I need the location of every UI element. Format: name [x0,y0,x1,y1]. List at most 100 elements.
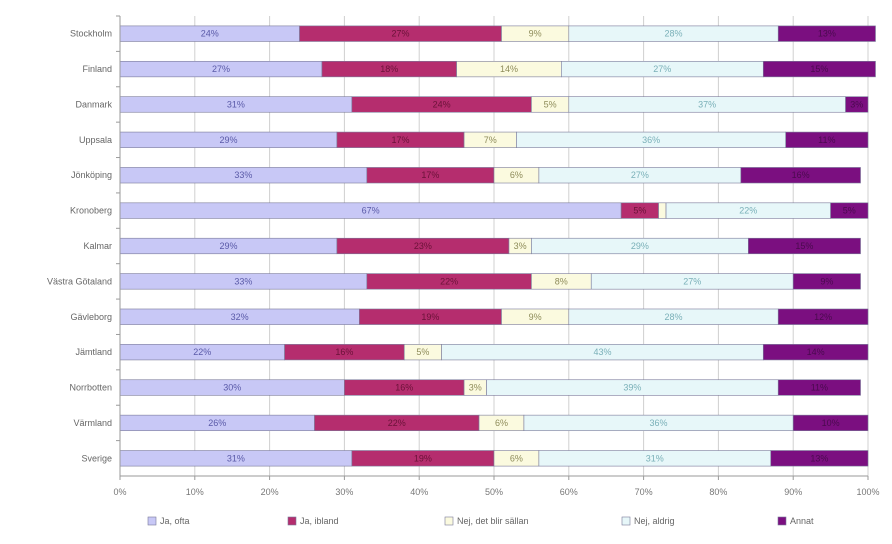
legend-swatch [445,517,453,525]
data-label: 16% [792,170,810,180]
data-label: 43% [593,347,611,357]
legend-label: Ja, ofta [160,516,190,526]
category-label: Danmark [75,99,112,109]
data-label: 15% [795,241,813,251]
x-tick-label: 80% [709,487,727,497]
legend-label: Nej, aldrig [634,516,675,526]
data-label: 9% [820,276,833,286]
legend-label: Ja, ibland [300,516,339,526]
data-label: 16% [335,347,353,357]
x-tick-label: 90% [784,487,802,497]
data-label: 37% [698,99,716,109]
data-label: 33% [234,170,252,180]
data-label: 29% [219,135,237,145]
data-label: 19% [421,312,439,322]
data-label: 15% [810,64,828,74]
data-label: 6% [495,418,508,428]
legend-swatch [148,517,156,525]
data-label: 5% [544,99,557,109]
data-label: 29% [631,241,649,251]
data-label: 22% [739,206,757,216]
x-tick-label: 0% [113,487,126,497]
legend-label: Nej, det blir sällan [457,516,529,526]
data-label: 3% [850,99,863,109]
data-label: 28% [665,312,683,322]
data-label: 27% [653,64,671,74]
legend-swatch [622,517,630,525]
data-label: 7% [484,135,497,145]
x-tick-label: 50% [485,487,503,497]
data-label: 5% [416,347,429,357]
category-label: Västra Götaland [47,276,112,286]
category-label: Jönköping [71,170,112,180]
data-label: 11% [811,383,828,393]
data-label: 26% [208,418,226,428]
data-label: 27% [683,276,701,286]
x-tick-label: 60% [560,487,578,497]
category-label: Uppsala [79,135,112,145]
data-label: 31% [227,453,245,463]
x-tick-label: 30% [335,487,353,497]
data-label: 27% [391,29,409,39]
data-label: 39% [623,383,641,393]
x-tick-label: 100% [856,487,879,497]
data-label: 30% [223,383,241,393]
data-label: 29% [219,241,237,251]
x-tick-label: 20% [261,487,279,497]
category-label: Gävleborg [70,312,112,322]
data-label: 27% [212,64,230,74]
x-tick-label: 40% [410,487,428,497]
data-label: 14% [807,347,825,357]
data-label: 11% [818,135,835,145]
data-label: 31% [227,99,245,109]
category-label: Kronoberg [70,206,112,216]
bar-segment [659,203,666,219]
data-label: 13% [810,453,828,463]
data-label: 22% [388,418,406,428]
data-label: 28% [665,29,683,39]
data-label: 18% [380,64,398,74]
data-label: 8% [555,276,568,286]
data-label: 22% [440,276,458,286]
data-label: 6% [510,453,523,463]
category-label: Finland [82,64,112,74]
data-label: 9% [529,312,542,322]
data-label: 9% [529,29,542,39]
data-label: 24% [201,29,219,39]
data-label: 17% [391,135,409,145]
data-label: 27% [631,170,649,180]
x-tick-label: 10% [186,487,204,497]
data-label: 3% [514,241,527,251]
data-label: 5% [843,206,856,216]
legend-label: Annat [790,516,814,526]
data-label: 33% [234,276,252,286]
data-label: 67% [362,206,380,216]
data-label: 12% [814,312,832,322]
data-label: 22% [193,347,211,357]
data-label: 6% [510,170,523,180]
data-label: 19% [414,453,432,463]
data-label: 24% [433,99,451,109]
data-label: 32% [231,312,249,322]
legend-swatch [778,517,786,525]
x-tick-label: 70% [635,487,653,497]
data-label: 23% [414,241,432,251]
data-label: 13% [818,29,836,39]
data-label: 3% [469,383,482,393]
data-label: 17% [421,170,439,180]
data-label: 31% [646,453,664,463]
data-label: 10% [822,418,840,428]
data-label: 36% [642,135,660,145]
data-label: 14% [500,64,518,74]
category-label: Sverige [81,453,112,463]
category-label: Norrbotten [69,383,112,393]
data-label: 16% [395,383,413,393]
category-label: Kalmar [83,241,112,251]
data-label: 5% [633,206,646,216]
legend-swatch [288,517,296,525]
category-label: Jämtland [75,347,112,357]
category-label: Värmland [73,418,112,428]
category-label: Stockholm [70,29,112,39]
